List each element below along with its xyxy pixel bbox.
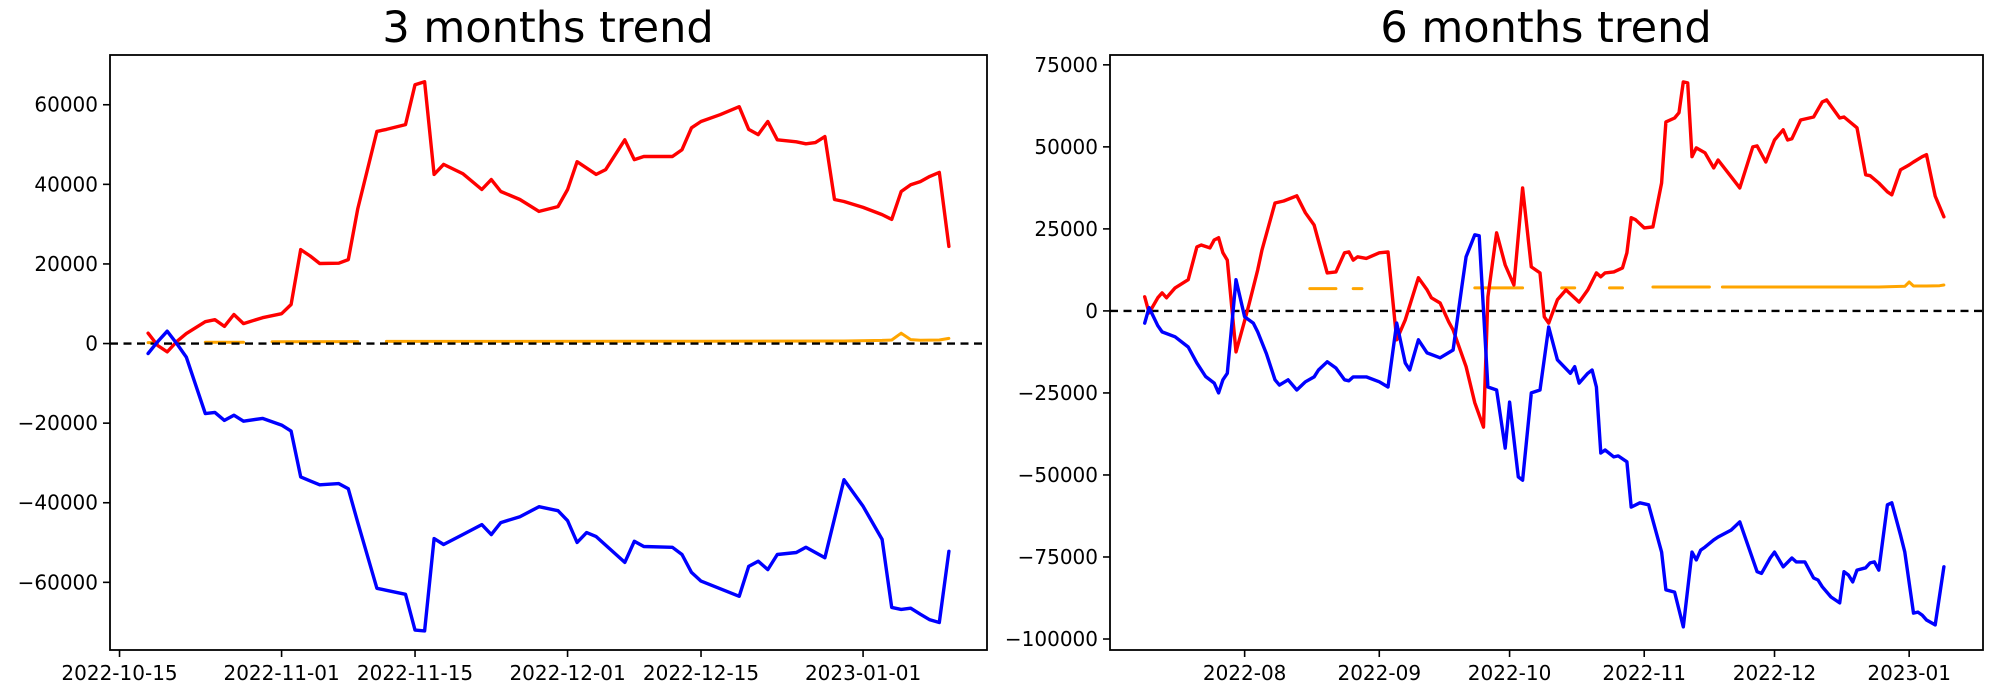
plot-layers-6-months: 75000 50000 25000 0 −25000 −50000 −75000 −10000… [1005,53,1984,685]
series-red-line [1142,80,1946,429]
y-tick-label: 0 [85,332,98,356]
chart-title-6-months: 6 months trend [1380,3,1711,53]
x-tick-label: 2023-01-01 [805,661,921,685]
y-tick-label: −50000 [1018,463,1098,487]
series-blue-line [146,329,951,633]
y-tick-label: −100000 [1005,627,1098,651]
series-blue-line [1142,233,1946,629]
x-tick-label: 2022-10 [1468,661,1552,685]
x-tick-label: 2022-11-15 [357,661,473,685]
chart-title-3-months: 3 months trend [382,3,713,53]
x-tick-label: 2023-01 [1867,661,1951,685]
x-tick-label: 2022-11-01 [223,661,339,685]
y-tick-label: −25000 [1018,381,1098,405]
x-tick-label: 2022-10-15 [61,661,177,685]
chart-panel-6-months: 75000 50000 25000 0 −25000 −50000 −75000 −10000… [1000,0,2000,700]
axes-spines [109,54,988,651]
series-orange-line [1720,280,1946,289]
y-tick-label: −60000 [18,570,98,594]
x-tick-label: 2022-12 [1733,661,1817,685]
y-tick-label: −40000 [18,491,98,515]
axes-spines [1109,54,1984,651]
x-tick-label: 2022-11 [1602,661,1686,685]
y-tick-label: 50000 [1034,135,1098,159]
series-orange-line [384,331,951,343]
y-tick-label: 20000 [34,252,98,276]
plot-6-months-trend: 75000 50000 25000 0 −25000 −50000 −75000 −10000… [1005,3,1984,685]
y-tick-label: 60000 [34,93,98,117]
plot-layers-3-months: 60000 40000 20000 0 −20000 −40000 −60000 2022-1… [18,54,988,685]
x-tick-label: 2022-12-15 [643,661,759,685]
x-tick-label: 2022-12-01 [509,661,625,685]
chart-panel-3-months: 60000 40000 20000 0 −20000 −40000 −60000 2022-1… [18,3,988,685]
y-tick-label: 75000 [1034,53,1098,77]
x-tick-label: 2022-08 [1203,661,1287,685]
y-tick-label: 25000 [1034,217,1098,241]
y-tick-label: 40000 [34,172,98,196]
x-tick-label: 2022-09 [1337,661,1421,685]
plot-3-months-trend: 60000 40000 20000 0 −20000 −40000 −60000 2022-1… [18,3,988,685]
y-tick-label: −75000 [1018,545,1098,569]
y-tick-label: 0 [1085,299,1098,323]
y-tick-label: −20000 [18,411,98,435]
series-red-line [146,79,951,354]
